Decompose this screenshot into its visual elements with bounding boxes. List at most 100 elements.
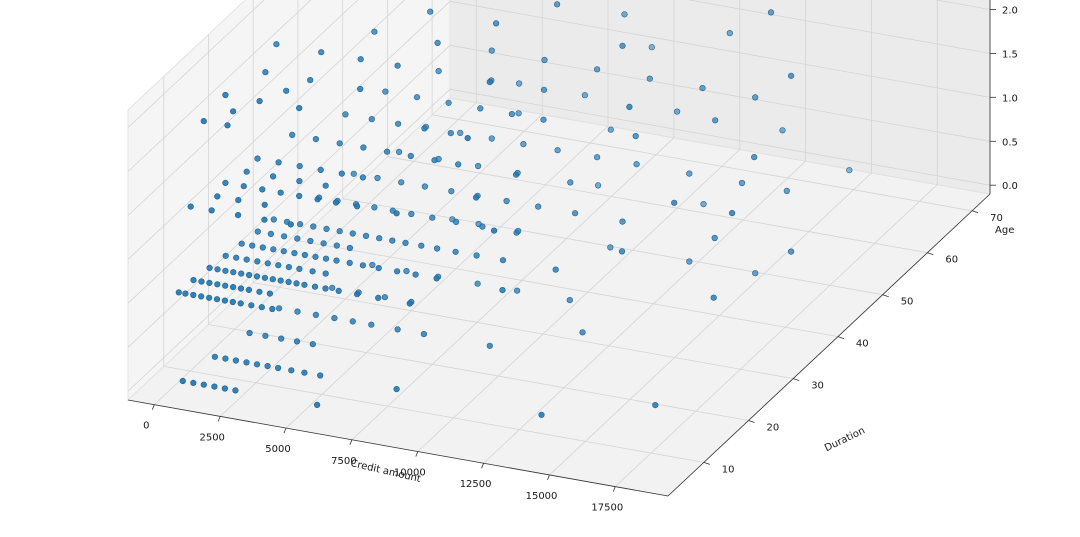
data-point xyxy=(222,179,229,186)
data-point xyxy=(222,91,229,99)
x-tick-label: 10000 xyxy=(394,468,426,479)
data-point xyxy=(256,97,263,105)
data-point xyxy=(779,127,786,134)
data-point xyxy=(455,161,462,168)
data-point xyxy=(294,235,301,242)
data-point xyxy=(200,381,207,388)
data-point xyxy=(512,171,520,178)
data-point xyxy=(296,192,303,200)
data-point xyxy=(249,242,256,249)
data-point xyxy=(297,221,304,228)
data-point xyxy=(418,242,425,249)
data-point xyxy=(253,361,261,368)
data-point xyxy=(266,290,274,297)
data-point xyxy=(269,276,276,283)
data-point xyxy=(314,401,321,409)
data-point xyxy=(243,168,250,175)
data-points xyxy=(175,1,853,418)
x-tick xyxy=(217,416,221,422)
data-point xyxy=(421,125,428,132)
data-point xyxy=(406,300,413,307)
data-point xyxy=(291,250,298,257)
data-point xyxy=(433,275,440,282)
data-point xyxy=(253,273,261,280)
grid-lines xyxy=(127,0,991,487)
grid-line-z-back xyxy=(449,44,991,142)
data-point xyxy=(751,154,758,161)
data-point xyxy=(473,194,480,201)
data-point xyxy=(296,178,303,185)
data-point xyxy=(359,262,367,269)
data-point xyxy=(179,377,186,385)
grid-line-z-side xyxy=(127,0,406,260)
data-point xyxy=(288,367,295,374)
data-point xyxy=(296,104,303,112)
data-point xyxy=(499,257,507,264)
data-point xyxy=(270,216,277,223)
data-point xyxy=(333,257,340,264)
data-point xyxy=(646,75,653,82)
y-tick-label: 10 xyxy=(722,464,735,475)
data-point xyxy=(323,225,330,232)
data-point xyxy=(277,277,284,284)
y-tick-label: 40 xyxy=(856,339,869,350)
data-point xyxy=(787,248,795,255)
grid-line-y-floor xyxy=(297,240,838,337)
data-point xyxy=(322,285,329,292)
x-tick-label: 0 xyxy=(143,421,149,432)
data-point xyxy=(222,282,229,289)
data-point xyxy=(221,385,228,392)
data-point xyxy=(354,203,361,210)
data-point xyxy=(699,84,706,92)
data-point xyxy=(447,130,454,137)
z-tick-label: 2.0 xyxy=(1002,6,1018,17)
data-point xyxy=(206,279,213,287)
data-point xyxy=(402,239,409,246)
data-point xyxy=(445,99,452,106)
data-point xyxy=(338,170,345,177)
data-point xyxy=(846,167,853,174)
data-point xyxy=(283,87,290,94)
tick-labels: 0 2500 5000 7500 10000 12500 15000 17500 10 20 30 4… xyxy=(143,6,1018,514)
grid-line-z-side xyxy=(127,45,451,348)
data-point xyxy=(434,39,441,47)
data-point xyxy=(312,136,320,143)
data-point xyxy=(381,294,389,301)
data-point xyxy=(309,268,316,275)
data-point xyxy=(403,268,410,275)
data-point xyxy=(230,284,237,291)
data-point xyxy=(198,278,205,285)
data-point xyxy=(475,162,482,170)
data-point xyxy=(246,329,253,337)
data-point xyxy=(541,56,548,64)
data-point xyxy=(336,228,343,235)
data-point xyxy=(503,197,510,205)
grid-line-z-side xyxy=(127,0,265,128)
data-point xyxy=(208,207,215,214)
x-tick-label: 12500 xyxy=(460,479,492,490)
data-point xyxy=(368,321,375,328)
data-point xyxy=(270,246,277,253)
data-point xyxy=(354,291,361,298)
data-point xyxy=(269,305,276,313)
grid-line-x-floor xyxy=(285,125,609,429)
data-point xyxy=(571,210,579,217)
data-point xyxy=(369,261,376,269)
data-point xyxy=(214,266,221,273)
data-point xyxy=(515,80,523,87)
data-point xyxy=(232,387,239,394)
y-tick-label: 70 xyxy=(990,213,1003,224)
data-point xyxy=(318,49,325,56)
data-point xyxy=(648,44,655,51)
data-point xyxy=(331,315,338,322)
back-pane xyxy=(449,0,991,195)
data-point xyxy=(515,110,522,117)
data-point xyxy=(375,265,382,272)
data-point xyxy=(464,135,471,142)
data-point xyxy=(579,329,586,336)
data-point xyxy=(479,223,486,230)
data-point xyxy=(235,212,242,219)
y-tick xyxy=(793,378,800,381)
data-point xyxy=(320,240,327,247)
